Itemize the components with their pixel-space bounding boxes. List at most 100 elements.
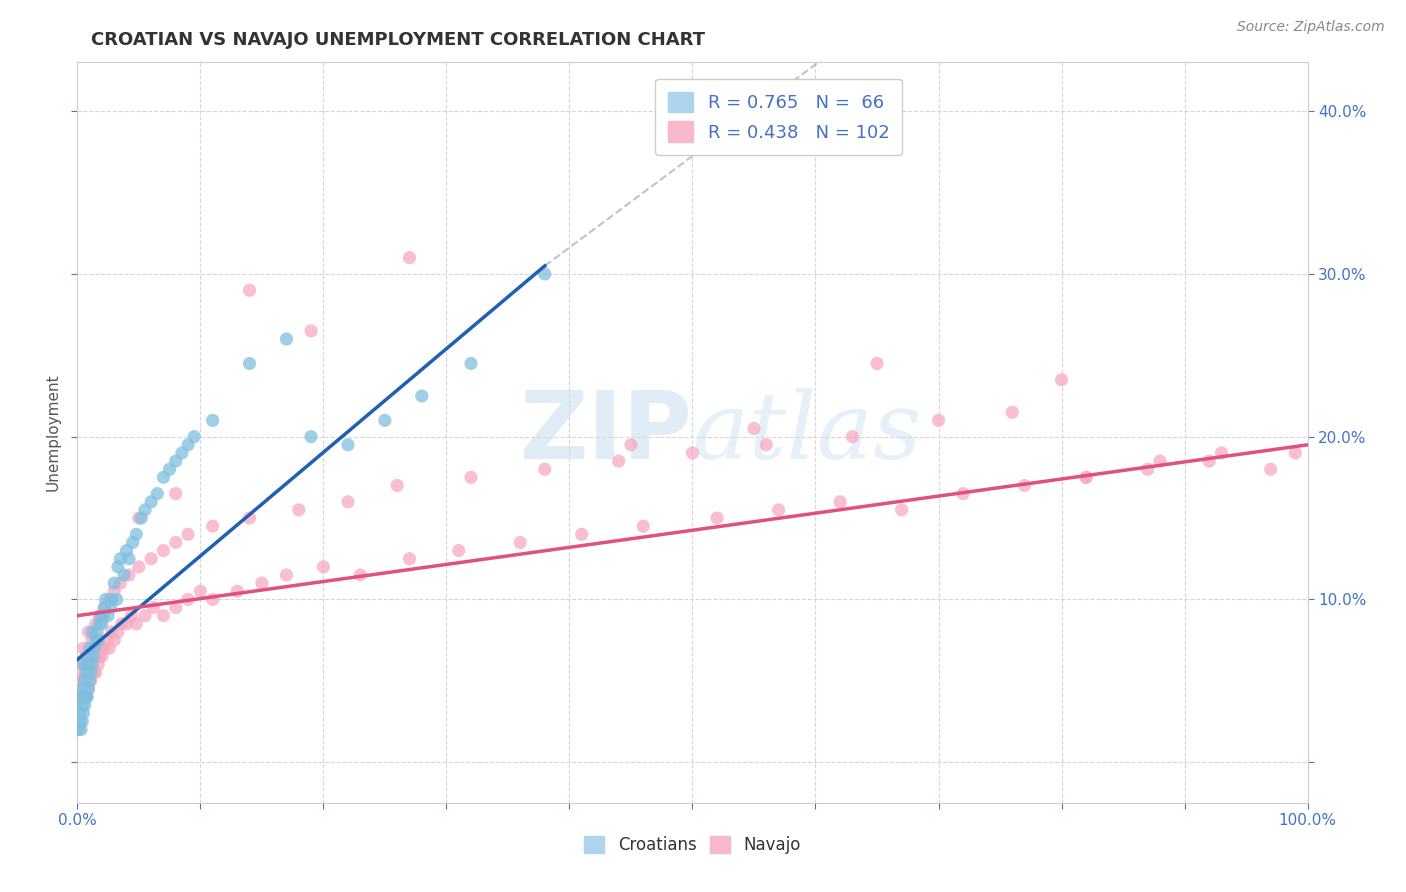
Point: [177, 438, 200, 452]
Point: [110, 576, 132, 591]
Point: [928, 413, 950, 427]
Point: [534, 462, 557, 476]
Point: [177, 527, 200, 541]
Point: [79, 665, 101, 680]
Point: [89, 616, 111, 631]
Point: [69, 714, 91, 729]
Point: [82, 657, 104, 672]
Point: [84, 616, 107, 631]
Point: [118, 568, 141, 582]
Point: [82, 649, 104, 664]
Point: [1001, 405, 1024, 419]
Point: [79, 673, 101, 688]
Point: [1014, 478, 1036, 492]
Point: [337, 438, 360, 452]
Point: [91, 608, 114, 623]
Point: [72, 641, 94, 656]
Point: [75, 690, 97, 704]
Point: [105, 592, 128, 607]
Point: [90, 641, 112, 656]
Point: [112, 568, 135, 582]
Point: [152, 470, 174, 484]
Point: [90, 608, 112, 623]
Point: [100, 600, 122, 615]
Point: [76, 657, 98, 672]
Point: [177, 592, 200, 607]
Point: [75, 649, 97, 664]
Point: [165, 454, 187, 468]
Point: [111, 616, 132, 631]
Point: [607, 454, 630, 468]
Point: [128, 559, 150, 574]
Point: [165, 600, 187, 615]
Point: [142, 600, 165, 615]
Point: [830, 495, 852, 509]
Point: [125, 616, 148, 631]
Point: [84, 633, 107, 648]
Point: [89, 608, 111, 623]
Point: [118, 551, 141, 566]
Point: [201, 519, 224, 533]
Point: [337, 495, 360, 509]
Point: [80, 673, 103, 688]
Point: [374, 413, 396, 427]
Point: [250, 576, 273, 591]
Point: [706, 511, 728, 525]
Point: [87, 633, 110, 648]
Point: [67, 690, 90, 704]
Point: [128, 511, 150, 525]
Point: [77, 624, 100, 639]
Point: [201, 413, 224, 427]
Point: [103, 584, 125, 599]
Point: [72, 681, 94, 696]
Point: [1136, 462, 1159, 476]
Point: [98, 592, 121, 607]
Point: [73, 665, 96, 680]
Point: [841, 430, 863, 444]
Point: [77, 681, 100, 696]
Point: [77, 649, 100, 664]
Point: [73, 673, 96, 688]
Point: [83, 641, 105, 656]
Y-axis label: Unemployment: Unemployment: [45, 374, 60, 491]
Point: [1076, 470, 1098, 484]
Point: [121, 608, 143, 623]
Point: [94, 592, 117, 607]
Point: [170, 446, 193, 460]
Point: [76, 690, 98, 704]
Point: [84, 665, 107, 680]
Point: [447, 543, 470, 558]
Point: [239, 511, 262, 525]
Point: [70, 673, 93, 688]
Point: [1211, 446, 1233, 460]
Point: [93, 600, 115, 615]
Point: [276, 332, 298, 346]
Point: [115, 543, 138, 558]
Point: [70, 723, 93, 737]
Point: [110, 551, 132, 566]
Point: [82, 665, 104, 680]
Point: [398, 551, 420, 566]
Point: [1260, 462, 1282, 476]
Point: [93, 641, 115, 656]
Point: [101, 624, 124, 639]
Point: [890, 503, 912, 517]
Point: [768, 503, 790, 517]
Point: [70, 714, 93, 729]
Point: [67, 723, 90, 737]
Point: [152, 608, 174, 623]
Point: [76, 657, 98, 672]
Point: [239, 283, 262, 297]
Point: [82, 633, 104, 648]
Point: [129, 511, 153, 525]
Point: [69, 706, 91, 721]
Point: [70, 657, 93, 672]
Point: [70, 690, 93, 704]
Point: [159, 462, 181, 476]
Point: [75, 665, 97, 680]
Point: [385, 478, 409, 492]
Point: [201, 592, 224, 607]
Point: [165, 535, 187, 549]
Point: [87, 657, 110, 672]
Point: [101, 592, 124, 607]
